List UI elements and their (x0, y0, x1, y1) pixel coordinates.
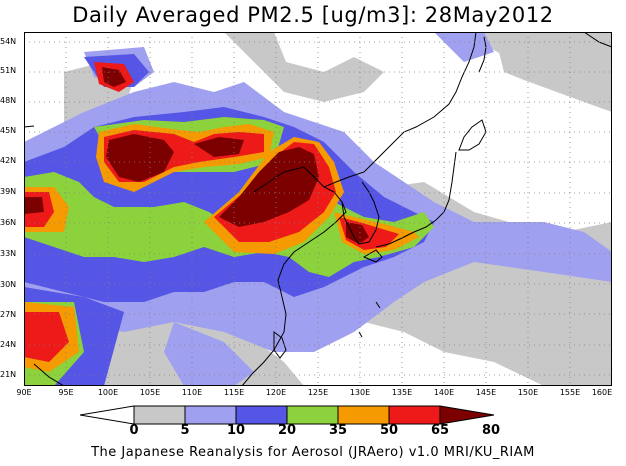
lat-label: 51N (0, 66, 17, 75)
pm25-map-canvas (24, 32, 612, 386)
colorbar-label: 0 (129, 423, 139, 438)
lon-label: 135E (391, 388, 413, 397)
latitude-axis-labels: 54N 51N 48N 45N 42N 39N 36N 33N 30N 27N … (0, 0, 24, 466)
colorbar-label: 65 (430, 423, 450, 438)
lon-label: 125E (307, 388, 329, 397)
lon-label: 115E (223, 388, 245, 397)
map-title: Daily Averaged PM2.5 [ug/m3]: 28May2012 (72, 3, 554, 27)
map-frame (24, 32, 612, 386)
lon-label: 145E (475, 388, 497, 397)
longitude-axis-labels: 90E 95E 100E 105E 110E 115E 120E 125E 13… (0, 388, 626, 400)
lon-label: 95E (58, 388, 74, 397)
lon-label: 100E (97, 388, 119, 397)
lat-label: 24N (0, 340, 17, 349)
colorbar-label: 20 (277, 423, 297, 438)
colorbar-label: 80 (481, 423, 501, 438)
colorbar-box (133, 405, 186, 425)
colorbar-box (388, 405, 441, 425)
lat-label: 27N (0, 310, 17, 319)
lon-label: 130E (349, 388, 371, 397)
colorbar-box (337, 405, 390, 425)
graticule (24, 32, 612, 386)
colorbar-label: 50 (379, 423, 399, 438)
lat-label: 39N (0, 187, 17, 196)
footer-credit: The Japanese Reanalysis for Aerosol (JRA… (91, 445, 535, 460)
colorbar-label: 10 (226, 423, 246, 438)
colorbar-arrow-high (439, 405, 495, 425)
lat-label: 33N (0, 249, 17, 258)
colorbar (80, 405, 495, 425)
colorbar-label: 5 (180, 423, 190, 438)
colorbar-label: 35 (328, 423, 348, 438)
lon-label: 110E (181, 388, 203, 397)
lat-label: 48N (0, 96, 17, 105)
lon-label: 90E (16, 388, 32, 397)
lon-label: 160E (591, 388, 613, 397)
lon-label: 150E (517, 388, 539, 397)
pm25-map (24, 32, 612, 386)
colorbar-boxes (80, 405, 495, 425)
colorbar-box (184, 405, 237, 425)
lat-label: 45N (0, 126, 17, 135)
lat-label: 42N (0, 156, 17, 165)
colorbar-box (286, 405, 339, 425)
colorbar-box (235, 405, 288, 425)
lat-label: 54N (0, 37, 17, 46)
lon-label: 105E (139, 388, 161, 397)
lon-label: 140E (433, 388, 455, 397)
lat-label: 30N (0, 280, 17, 289)
colorbar-labels: 0 5 10 20 35 50 65 80 (0, 424, 626, 438)
lon-label: 155E (559, 388, 581, 397)
lat-label: 21N (0, 370, 17, 379)
lon-label: 120E (265, 388, 287, 397)
coastline (24, 32, 612, 386)
colorbar-arrow-low (80, 405, 135, 425)
pm25-level-80-plus-area (24, 67, 369, 244)
lat-label: 36N (0, 218, 17, 227)
